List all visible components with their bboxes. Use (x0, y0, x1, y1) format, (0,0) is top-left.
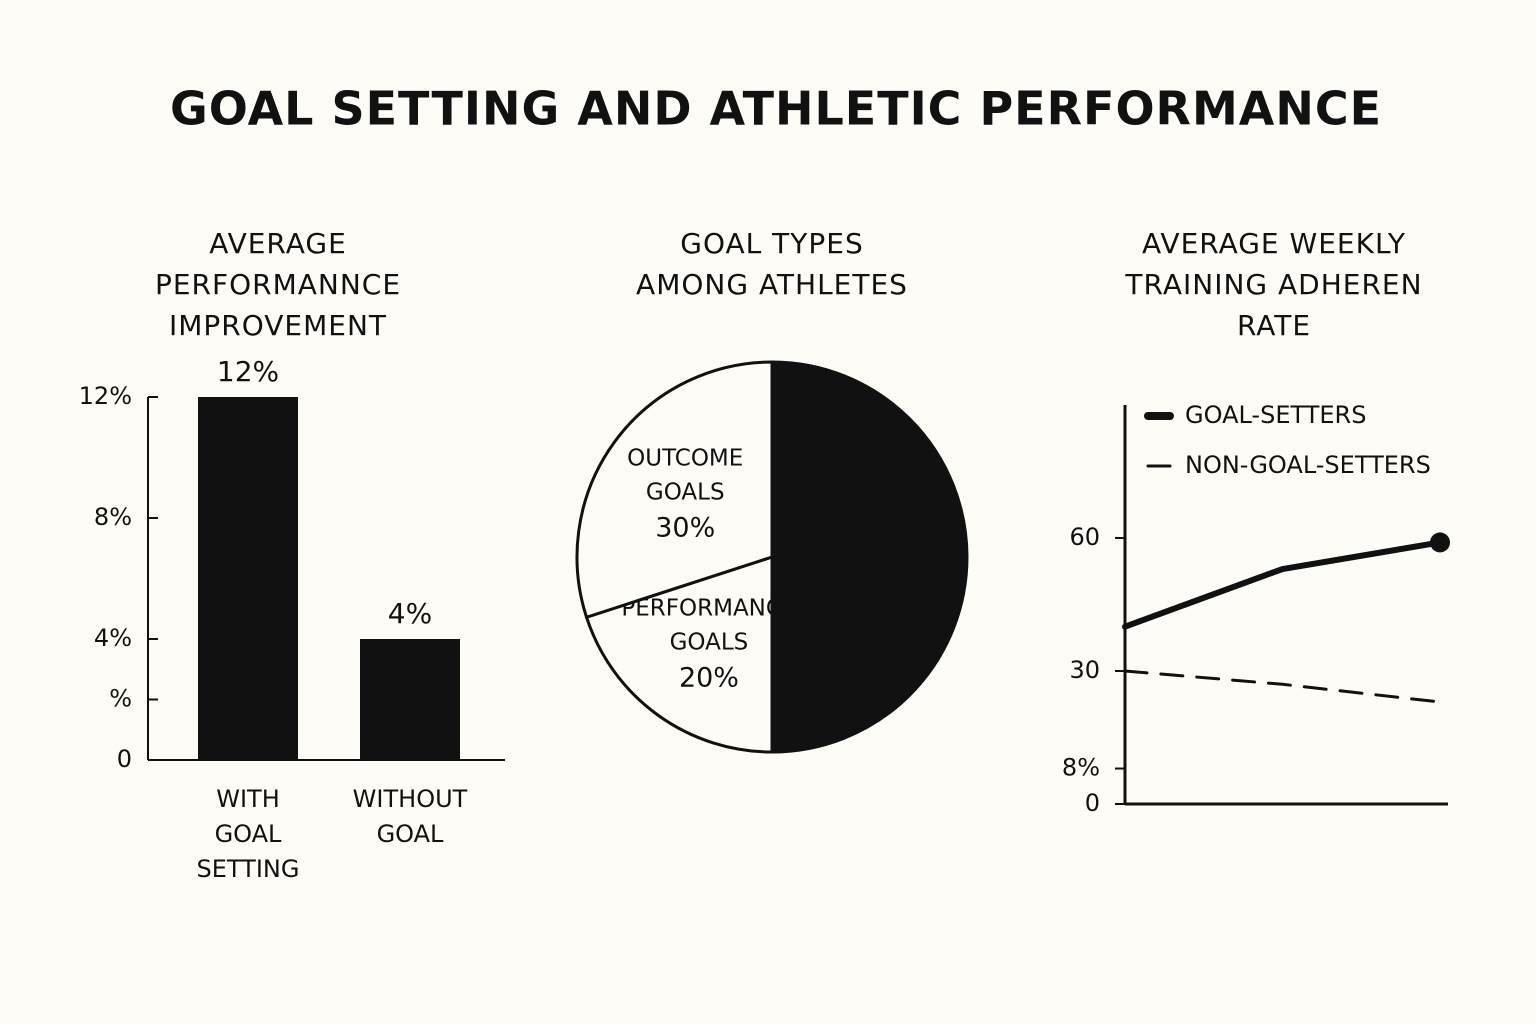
value-label: 4% (388, 597, 432, 630)
slice-label: PERFORMANCE (621, 595, 796, 621)
bar (198, 397, 298, 760)
slice-label: PROCESS (825, 509, 933, 535)
slice-label: GOALS (840, 543, 919, 569)
page-title: GOAL SETTING AND ATHLETIC PERFORMANCE (170, 82, 1382, 136)
line-series (1122, 539, 1443, 630)
end-marker (1430, 532, 1450, 553)
value-label: 12% (217, 355, 279, 388)
chart-title: TRAINING ADHEREN (1124, 268, 1422, 301)
chart-title: AVERAGE WEEKLY (1142, 227, 1406, 260)
chart-title: AVERAGE (209, 227, 347, 260)
x-tick-label: WITHOUT (353, 785, 468, 813)
x-tick-label: GOAL (215, 820, 282, 848)
chart-title: GOAL TYPES (680, 227, 863, 260)
y-tick-label: 12% (79, 382, 132, 410)
y-tick-label: 0 (117, 745, 132, 773)
y-tick-label: % (109, 685, 132, 713)
y-tick-label: 60 (1069, 523, 1100, 551)
pie-slice (585, 555, 774, 754)
slice-value: 20% (679, 662, 739, 693)
y-tick-label: 8% (94, 503, 132, 531)
pie-slice (575, 360, 774, 619)
legend-label: GOAL-SETTERS (1185, 401, 1366, 429)
y-tick-label: 30 (1069, 656, 1100, 684)
slice-label: OUTCOME (627, 445, 743, 471)
x-tick-label: WITH (216, 785, 280, 813)
slice-value: 30% (655, 512, 715, 543)
bar (360, 639, 460, 760)
x-tick-label: GOAL (377, 820, 444, 848)
y-tick-label: 8% (1062, 754, 1100, 782)
chart-title: RATE (1237, 309, 1311, 342)
slice-label: GOALS (670, 629, 749, 655)
y-tick-label: 0 (1085, 789, 1100, 817)
x-tick-label: SETTING (197, 855, 300, 883)
chart-title: AMONG ATHLETES (636, 268, 908, 301)
slice-value: 50% (849, 576, 909, 607)
legend-label: NON-GOAL-SETTERS (1185, 451, 1431, 479)
chart-title: PERFORMANNCE (155, 268, 401, 301)
line-series (1123, 669, 1442, 704)
y-tick-label: 4% (94, 624, 132, 652)
slice-label: GOALS (646, 479, 725, 505)
chart-title: IMPROVEMENT (169, 309, 387, 342)
pie-slice (770, 360, 969, 754)
